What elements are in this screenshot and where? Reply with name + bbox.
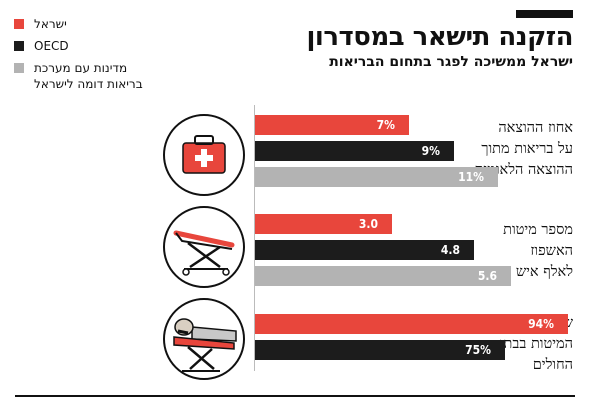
legend-label-israel: ישראל bbox=[34, 17, 67, 31]
legend-label-oecd: OECD bbox=[34, 39, 69, 53]
bar-value-label: 94% bbox=[528, 317, 554, 331]
bar-health-spending-israel: 7% bbox=[255, 115, 409, 135]
legend: ישראל OECD מדינות עם מערכת בריאות דומה ל… bbox=[14, 16, 184, 98]
bar-health-spending-similar: 11% bbox=[255, 167, 498, 187]
bar-hospital-beds-similar: 5.6 bbox=[255, 266, 511, 286]
legend-item-oecd: OECD bbox=[14, 38, 184, 56]
bar-value-label: 11% bbox=[458, 170, 484, 184]
group-label-hospital-beds: מספר מיטות האשפוז לאלף איש bbox=[503, 222, 573, 280]
legend-swatch-oecd bbox=[14, 41, 24, 51]
patient-bed-icon bbox=[162, 297, 246, 385]
title-accent-bar bbox=[516, 10, 573, 18]
bar-value-label: 4.8 bbox=[440, 243, 460, 257]
bar-hospital-beds-israel: 3.0 bbox=[255, 214, 392, 234]
bar-value-label: 75% bbox=[465, 343, 491, 357]
value-axis-line bbox=[254, 105, 255, 371]
chart-title: הזקנה תישאר במסדרון bbox=[306, 22, 573, 52]
legend-swatch-similar-countries bbox=[14, 63, 24, 73]
chart-subtitle: ישראל ממשיכה לפגר בתחום הבריאות bbox=[329, 54, 573, 70]
legend-item-israel: ישראל bbox=[14, 16, 184, 34]
bar-bed-occupancy-israel: 94% bbox=[255, 314, 568, 334]
bar-hospital-beds-oecd: 4.8 bbox=[255, 240, 474, 260]
legend-swatch-israel bbox=[14, 19, 24, 29]
bar-bed-occupancy-oecd: 75% bbox=[255, 340, 505, 360]
bar-value-label: 9% bbox=[421, 144, 440, 158]
bar-value-label: 7% bbox=[376, 118, 395, 132]
legend-item-similar-countries: מדינות עם מערכת בריאות דומה לישראל bbox=[14, 60, 184, 94]
bar-value-label: 5.6 bbox=[477, 269, 497, 283]
bar-health-spending-oecd: 9% bbox=[255, 141, 454, 161]
first-aid-kit-icon bbox=[162, 113, 246, 201]
stretcher-icon bbox=[162, 205, 246, 293]
legend-label-similar-countries: מדינות עם מערכת בריאות דומה לישראל bbox=[34, 61, 143, 91]
bar-value-label: 3.0 bbox=[358, 217, 378, 231]
bottom-rule bbox=[15, 395, 575, 397]
